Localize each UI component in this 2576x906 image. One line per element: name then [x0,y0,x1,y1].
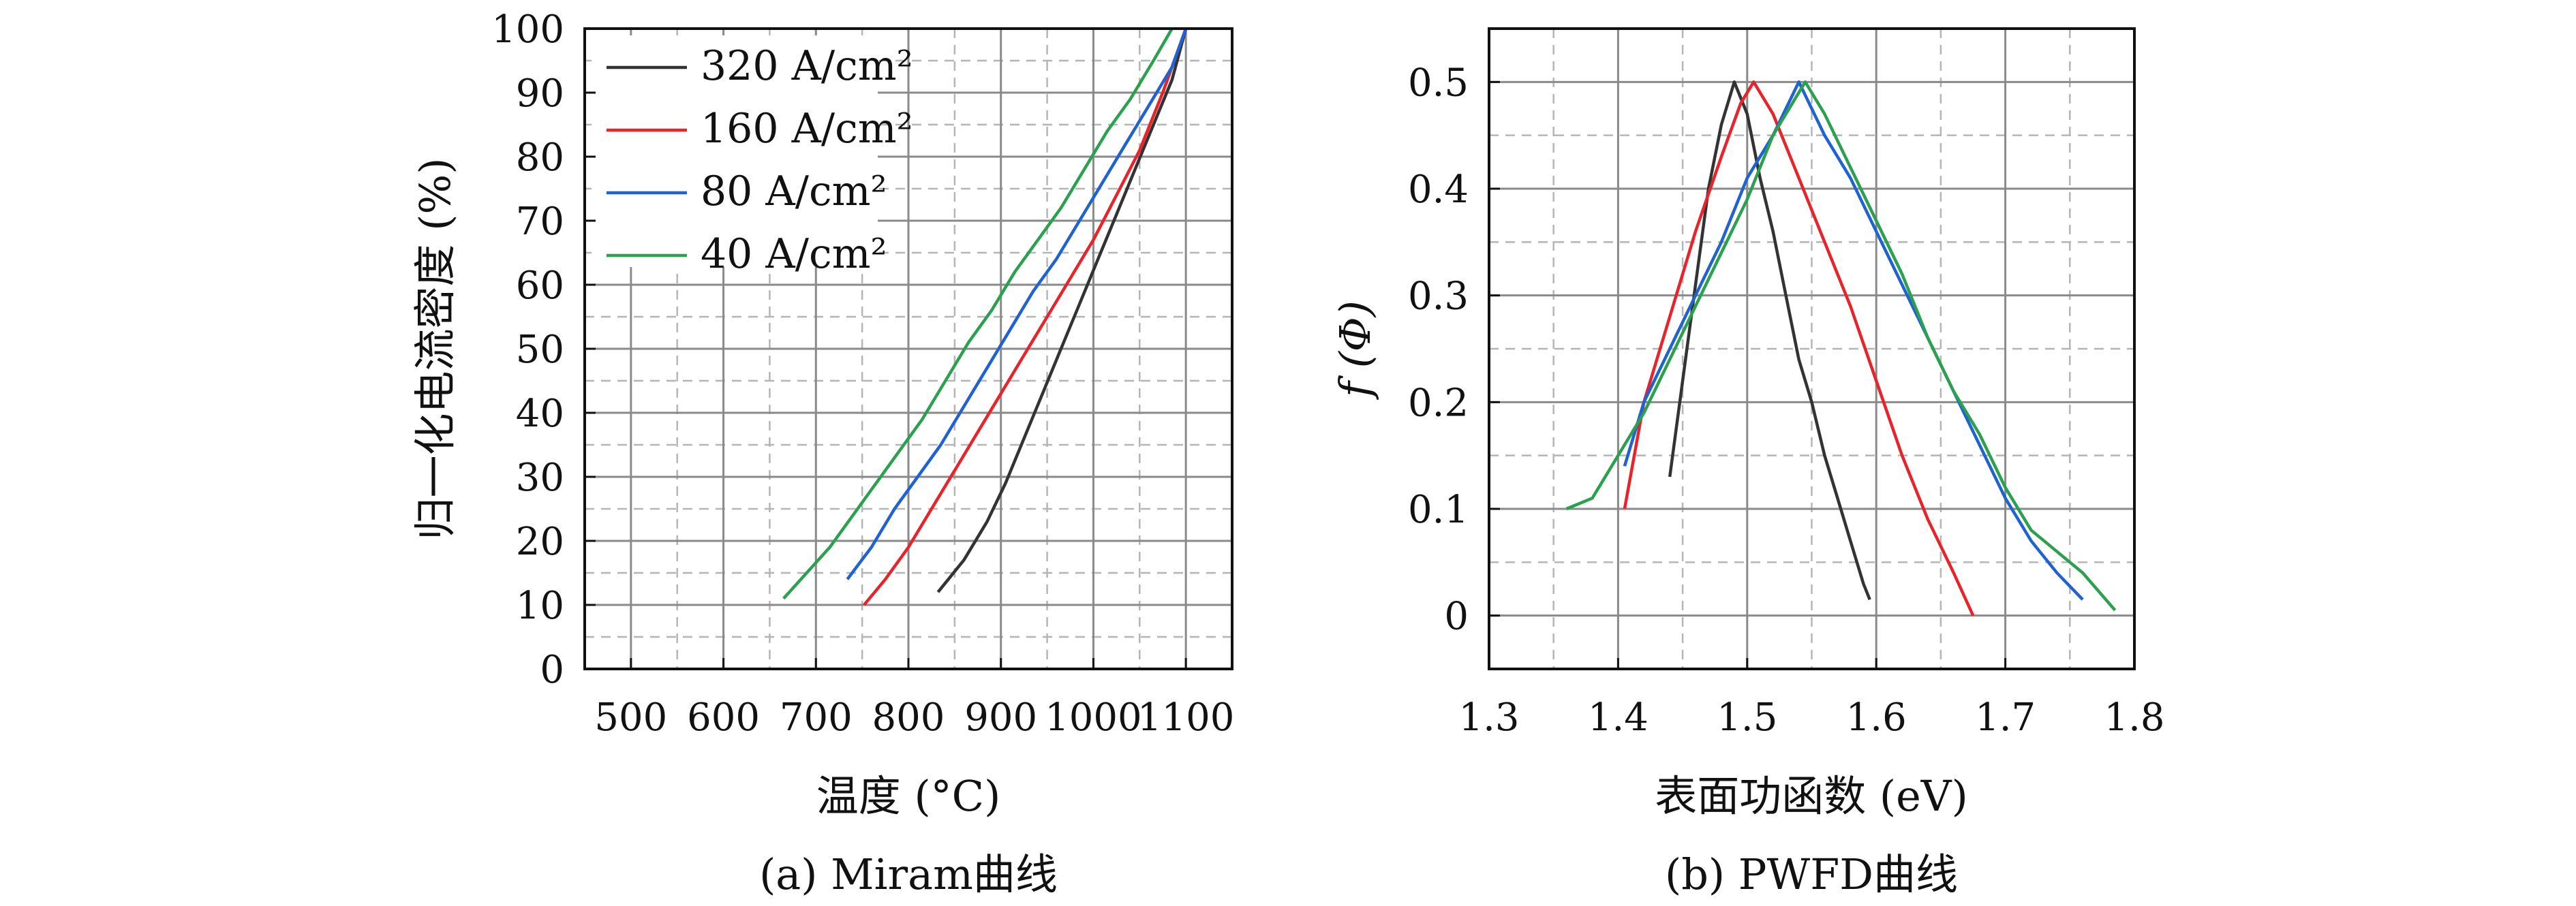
x-tick-label: 500 [594,696,667,740]
x-tick-label: 700 [780,696,853,740]
y-tick-label: 0.1 [1408,488,1469,532]
series-group [1565,80,2117,616]
series-line-0 [1668,80,1871,601]
x-axis-label: 表面功函数 (eV) [1655,771,1968,821]
y-tick-label: 30 [516,456,564,500]
y-tick-label: 10 [516,584,564,628]
figure-caption: (a) Miram曲线 [759,849,1058,899]
x-tick-label: 900 [964,696,1037,740]
x-tick-label: 1.4 [1588,696,1649,740]
y-tick-label: 0.4 [1408,168,1469,212]
x-tick-label: 600 [687,696,760,740]
plot-frame [1488,27,2136,670]
y-tick-label: 100 [491,7,564,52]
figure-caption: (b) PWFD曲线 [1665,849,1958,899]
grid [1489,29,2134,669]
y-axis-label: 归一化电流密度 (%) [410,158,460,540]
x-tick-label: 1.7 [1975,696,2036,740]
y-tick-label: 0.5 [1408,61,1469,105]
series-line-3 [782,27,1174,600]
series-line-3 [1565,80,2117,612]
series-line-2 [1623,80,2084,601]
x-tick-label: 1.5 [1717,696,1777,740]
x-tick-label: 1.6 [1846,696,1907,740]
y-tick-label: 0 [1444,595,1469,639]
x-axis-label: 温度 (°C) [816,771,1001,821]
series-line-0 [936,28,1188,593]
y-tick-label: 60 [516,264,564,308]
y-tick-label: 40 [516,392,564,436]
y-tick-label: 20 [516,520,564,564]
y-tick-label: 0 [540,648,564,692]
y-axis-label: f (Φ) [1330,300,1380,400]
y-tick-label: 70 [516,200,564,244]
y-tick-label: 50 [516,328,564,372]
x-tick-label: 1.8 [2104,696,2164,740]
legend: 320 A/cm² 160 A/cm² 80 A/cm² 40 A/cm² [607,42,913,278]
y-tick-label: 80 [516,136,564,180]
y-tick-label: 0.3 [1408,275,1469,319]
legend-label-3: 40 A/cm² [701,230,887,278]
x-tick-label: 800 [872,696,945,740]
series-line-1 [1623,80,1975,616]
panel-b-pwfd: 1.3 1.4 1.5 1.6 1.7 1.8 0 0.1 0.2 0.3 0.4 0.5 表面功函数 … [1330,27,2165,899]
y-tick-label: 0.2 [1408,381,1469,425]
series-line-2 [846,28,1188,580]
series-line-1 [863,28,1188,606]
legend-label-0: 320 A/cm² [701,42,913,90]
legend-background [592,35,878,267]
legend-label-2: 80 A/cm² [701,168,887,215]
series-group [782,27,1188,606]
x-tick-label: 1100 [1137,696,1235,740]
legend-label-1: 160 A/cm² [701,105,913,153]
x-tick-label: 1000 [1045,696,1142,740]
x-tick-label: 1.3 [1458,696,1519,740]
y-tick-label: 90 [516,72,564,116]
